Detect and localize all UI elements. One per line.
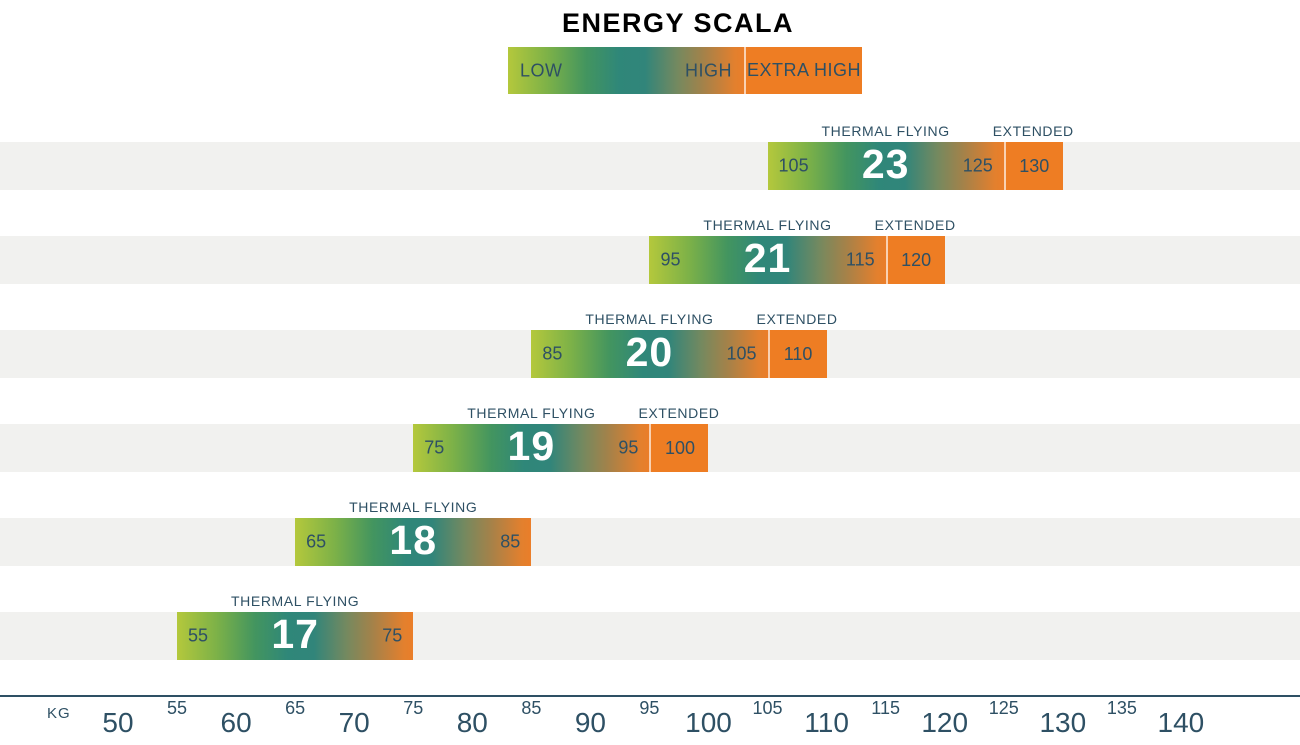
axis-tick-major: 60	[220, 707, 252, 738]
axis-tick-major: 110	[804, 707, 849, 738]
extended-max-value: 100	[664, 437, 695, 458]
row-band	[0, 518, 1300, 566]
axis-tick-minor: 105	[752, 698, 783, 718]
axis-tick-minor: 75	[403, 698, 424, 718]
thermal-max-value: 125	[962, 155, 993, 176]
extended-max-value: 120	[901, 249, 932, 270]
thermal-max-value: 95	[618, 437, 639, 458]
range-start-value: 85	[542, 343, 563, 364]
size-number: 17	[271, 611, 319, 658]
size-number: 20	[625, 329, 674, 376]
axis-tick-major: 140	[1157, 707, 1205, 738]
thermal-max-value: 115	[845, 249, 875, 270]
thermal-flying-label: THERMAL FLYING	[349, 499, 478, 515]
row-band	[0, 142, 1300, 190]
extended-label: EXTENDED	[638, 405, 720, 421]
weight-range-bar: 55 17 75	[177, 611, 414, 660]
axis-tick-minor: 135	[1106, 698, 1137, 718]
axis-tick-major: 50	[102, 707, 134, 738]
thermal-flying-label: THERMAL FLYING	[703, 217, 832, 233]
chart-title: ENERGY SCALA	[561, 8, 795, 38]
extended-label: EXTENDED	[874, 217, 956, 233]
legend-gradient-bar: LOW HIGH	[508, 47, 744, 94]
size-number: 18	[389, 517, 438, 564]
axis-tick-major: 80	[456, 707, 488, 738]
weight-range-bar: 95 21 115	[649, 235, 886, 284]
extended-block: 120	[885, 236, 945, 284]
size-number: 23	[861, 141, 910, 188]
thermal-flying-label: THERMAL FLYING	[467, 405, 596, 421]
axis-tick-minor: 65	[285, 698, 306, 718]
range-start-value: 75	[424, 437, 445, 458]
size-number: 21	[743, 235, 792, 282]
range-start-value: 105	[778, 155, 809, 176]
thermal-max-value: 75	[382, 625, 403, 646]
extended-block: 130	[1003, 142, 1063, 190]
thermal-flying-label: THERMAL FLYING	[585, 311, 714, 327]
weight-range-bar: 105 23 125	[767, 141, 1004, 190]
thermal-max-value: 105	[726, 343, 757, 364]
extended-max-value: 110	[783, 343, 813, 364]
axis-tick-major: 90	[574, 707, 606, 738]
extended-label: EXTENDED	[992, 123, 1074, 139]
range-start-value: 55	[188, 625, 209, 646]
legend-extra-high-label: EXTRA HIGH	[746, 60, 862, 80]
axis-tick-minor: 55	[167, 698, 188, 718]
axis-tick-major: 130	[1039, 707, 1087, 738]
weight-range-bar: 85 20 105	[531, 329, 768, 378]
range-start-value: 65	[306, 531, 327, 552]
range-start-value: 95	[660, 249, 681, 270]
axis-tick-minor: 85	[521, 698, 542, 718]
thermal-flying-label: THERMAL FLYING	[821, 123, 950, 139]
thermal-flying-label: THERMAL FLYING	[231, 593, 360, 609]
legend-extra-high-block: EXTRA HIGH	[744, 47, 862, 94]
extended-block: 100	[649, 424, 709, 472]
size-number: 19	[507, 423, 556, 470]
legend-high-label: HIGH	[685, 60, 732, 80]
extended-label: EXTENDED	[756, 311, 838, 327]
extended-max-value: 130	[1019, 155, 1050, 176]
axis-tick-minor: 115	[871, 698, 900, 718]
legend-low-label: LOW	[520, 60, 563, 80]
axis-unit-label: KG	[47, 705, 71, 722]
extended-block: 110	[767, 330, 827, 378]
axis-tick-major: 70	[338, 707, 370, 738]
axis-tick-minor: 95	[639, 698, 660, 718]
thermal-max-value: 85	[500, 531, 521, 552]
axis-tick-major: 100	[685, 707, 732, 738]
weight-range-bar: 75 19 95	[413, 423, 650, 472]
axis-line	[0, 695, 1300, 697]
energy-legend: LOW HIGH EXTRA HIGH	[508, 47, 862, 94]
axis-tick-major: 120	[921, 707, 969, 738]
axis-tick-minor: 125	[988, 698, 1019, 718]
weight-range-bar: 65 18 85	[295, 517, 532, 566]
